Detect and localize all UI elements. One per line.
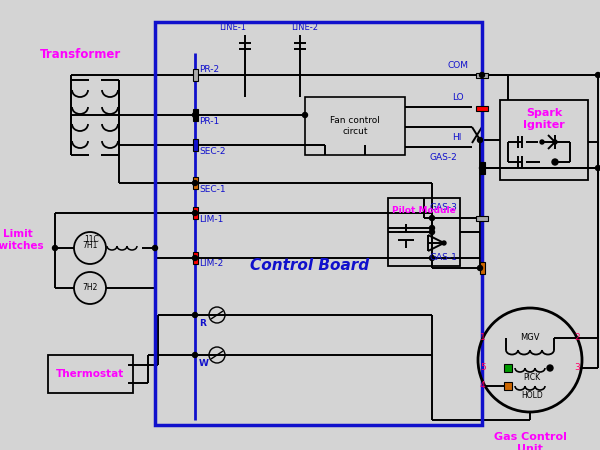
Circle shape (553, 140, 557, 144)
Text: SEC-1: SEC-1 (199, 184, 226, 194)
Text: 11C: 11C (85, 235, 100, 244)
Text: Limit
Switches: Limit Switches (0, 229, 44, 251)
Text: Gas Control
Unit: Gas Control Unit (494, 432, 566, 450)
Circle shape (442, 241, 446, 245)
Circle shape (193, 312, 197, 318)
Circle shape (478, 138, 482, 143)
Circle shape (193, 180, 197, 185)
Text: 5: 5 (480, 364, 486, 373)
Text: Thermostat: Thermostat (56, 369, 125, 379)
Text: PICK: PICK (523, 374, 541, 382)
Text: Pilot Module: Pilot Module (392, 206, 456, 215)
Text: 7H1: 7H1 (82, 242, 98, 251)
Text: Transformer: Transformer (40, 49, 121, 62)
Text: 3: 3 (574, 364, 580, 373)
Circle shape (479, 72, 485, 77)
Bar (193, 177, 197, 189)
Text: Fan control
circut: Fan control circut (330, 116, 380, 136)
Circle shape (302, 112, 308, 117)
Bar (193, 207, 197, 219)
Text: PR-2: PR-2 (199, 64, 219, 73)
Bar (193, 109, 197, 121)
Bar (193, 139, 197, 151)
Text: SEC-2: SEC-2 (199, 147, 226, 156)
Circle shape (53, 246, 58, 251)
Text: 1: 1 (480, 333, 486, 342)
Text: 4: 4 (480, 382, 485, 391)
Bar (193, 69, 197, 81)
Bar (193, 252, 197, 264)
Text: GAS-2: GAS-2 (430, 153, 458, 162)
Bar (476, 72, 488, 77)
Circle shape (430, 225, 434, 230)
Text: GAS-1: GAS-1 (430, 253, 458, 262)
Bar (476, 105, 488, 111)
Bar (476, 216, 488, 220)
Circle shape (430, 230, 434, 234)
Text: HI: HI (452, 134, 461, 143)
Circle shape (193, 211, 197, 216)
Text: LINE-1: LINE-1 (220, 22, 247, 32)
Text: R: R (199, 319, 206, 328)
Text: Spark
Igniter: Spark Igniter (523, 108, 565, 130)
Bar (504, 382, 512, 390)
Circle shape (595, 166, 600, 171)
Circle shape (430, 216, 434, 220)
Circle shape (430, 256, 434, 261)
Text: 7H2: 7H2 (82, 284, 98, 292)
Bar (479, 162, 485, 174)
Circle shape (193, 352, 197, 357)
Bar (48, 355, 133, 393)
Text: Control Board: Control Board (250, 257, 370, 273)
Circle shape (540, 140, 544, 144)
Text: GAS-3: GAS-3 (430, 203, 458, 212)
Text: LINE-2: LINE-2 (292, 22, 319, 32)
Bar (479, 262, 485, 274)
Circle shape (478, 266, 482, 270)
Text: HOLD: HOLD (521, 392, 543, 400)
Bar (504, 364, 512, 372)
Circle shape (595, 72, 600, 77)
Circle shape (479, 166, 485, 171)
Circle shape (193, 112, 197, 117)
Bar (388, 198, 460, 266)
Text: LO: LO (452, 94, 464, 103)
Text: PR-1: PR-1 (199, 117, 219, 126)
Bar (500, 100, 588, 180)
Bar (305, 97, 405, 155)
Text: COM: COM (447, 60, 468, 69)
Text: 2: 2 (574, 333, 580, 342)
Circle shape (152, 246, 157, 251)
Text: LIM-1: LIM-1 (199, 215, 223, 224)
Circle shape (552, 159, 558, 165)
Circle shape (547, 365, 553, 371)
Circle shape (193, 256, 197, 261)
Bar (155, 22, 482, 425)
Text: LIM-2: LIM-2 (199, 260, 223, 269)
Text: W: W (199, 359, 209, 368)
Text: MGV: MGV (520, 333, 540, 342)
